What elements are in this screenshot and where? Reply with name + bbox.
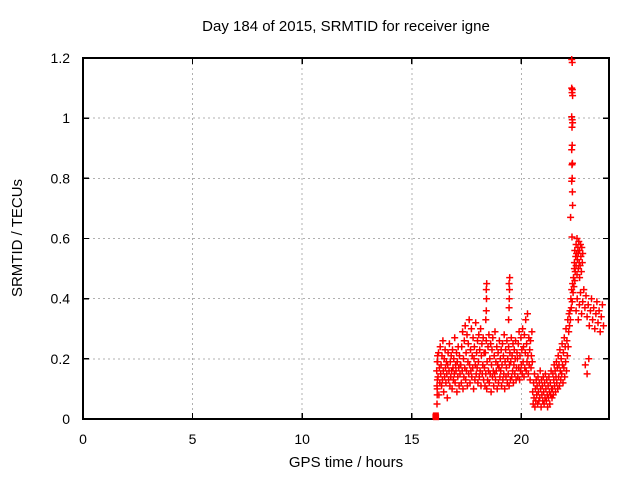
plot-border: [82, 57, 610, 420]
dense-start-square: [433, 414, 440, 421]
y-tick-label: 1: [62, 110, 70, 126]
y-tick-label: 0: [62, 411, 70, 427]
x-tick-label: 10: [294, 431, 310, 447]
x-axis-label: GPS time / hours: [289, 454, 403, 471]
series-SRMTID-markers: [433, 56, 607, 411]
y-tick-label: 0.2: [51, 351, 71, 367]
data-points: [432, 56, 607, 421]
grid-lines: [83, 58, 609, 419]
plot-border-rect: [82, 57, 610, 420]
x-tick-label: 5: [189, 431, 197, 447]
y-tick-label: 1.2: [51, 50, 71, 66]
chart-title: Day 184 of 2015, SRMTID for receiver ign…: [202, 18, 490, 35]
y-axis-label: SRMTID / TECUs: [9, 179, 26, 297]
x-tick-label: 15: [404, 431, 420, 447]
x-tick-label: 20: [514, 431, 530, 447]
y-tick-label: 0.6: [51, 231, 71, 247]
y-tick-label: 0.8: [51, 170, 71, 186]
tick-labels: 0 5 10 15 20 0 0.2 0.4 0.6 0.8 1 1.2: [51, 50, 530, 447]
x-tick-label: 0: [79, 431, 87, 447]
y-tick-label: 0.4: [51, 291, 71, 307]
